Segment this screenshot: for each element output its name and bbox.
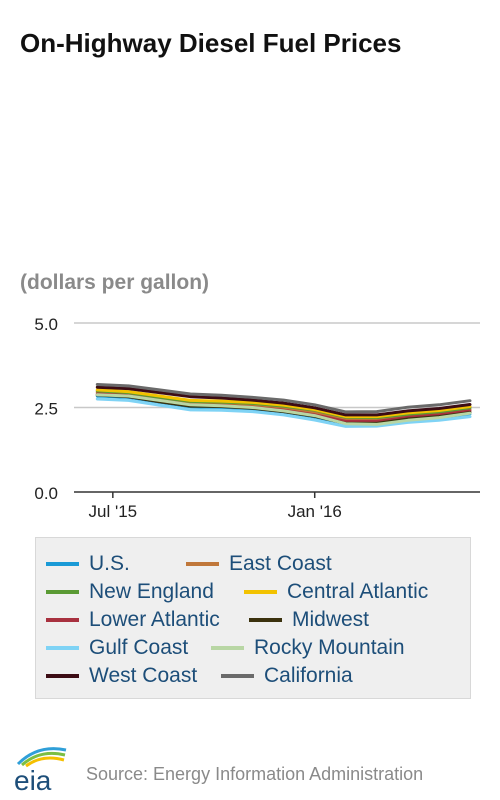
series-line-rocky-mountain xyxy=(95,393,472,426)
eia-logo-text: eia xyxy=(14,765,52,795)
legend-label: Lower Atlantic xyxy=(89,608,220,631)
legend-item-midwest: Midwest xyxy=(249,606,369,634)
legend-label: Midwest xyxy=(292,608,370,631)
legend-item-new-england: New England xyxy=(46,578,214,606)
y-tick-label: 5.0 xyxy=(34,315,58,334)
legend-swatch xyxy=(46,646,79,650)
legend-swatch xyxy=(221,674,254,678)
legend-label: West Coast xyxy=(89,664,198,687)
eia-logo-icon: eia xyxy=(14,747,67,795)
legend-label: California xyxy=(264,664,353,687)
legend-item-lower-atlantic: Lower Atlantic xyxy=(46,606,220,634)
legend-item-east-coast: East Coast xyxy=(186,550,332,578)
legend-swatch xyxy=(46,618,79,622)
legend-label: East Coast xyxy=(229,552,332,575)
legend-item-west-coast: West Coast xyxy=(46,662,197,690)
footer: eia Source: Energy Information Administr… xyxy=(0,740,500,800)
legend-item-u-s-: U.S. xyxy=(46,550,130,578)
legend-item-central-atlantic: Central Atlantic xyxy=(244,578,428,606)
legend-item-rocky-mountain: Rocky Mountain xyxy=(211,634,405,662)
y-tick-label: 2.5 xyxy=(34,400,58,419)
legend-label: U.S. xyxy=(89,552,130,575)
legend-item-california: California xyxy=(221,662,353,690)
legend-swatch xyxy=(46,562,79,566)
legend-label: Rocky Mountain xyxy=(254,636,405,659)
x-tick-label: Jul '15 xyxy=(89,502,138,521)
series-line-california xyxy=(95,383,472,414)
series-line-central-atlantic xyxy=(95,388,472,419)
legend-swatch xyxy=(46,674,79,678)
legend-label: Central Atlantic xyxy=(287,580,429,603)
legend-swatch xyxy=(211,646,244,650)
legend-label: New England xyxy=(89,580,214,603)
chart-legend: U.S. East Coast New England Central Atlanti… xyxy=(35,537,471,699)
legend-item-gulf-coast: Gulf Coast xyxy=(46,634,188,662)
x-tick-label: Jan '16 xyxy=(288,502,342,521)
line-chart: 0.0 2.5 5.0 Jul '15 Jan '16 xyxy=(34,315,480,521)
units-label: (dollars per gallon) xyxy=(20,271,210,294)
series-line-west-coast xyxy=(95,385,472,417)
legend-swatch xyxy=(46,590,79,594)
legend-swatch xyxy=(249,618,282,622)
legend-swatch xyxy=(244,590,277,594)
y-tick-label: 0.0 xyxy=(34,484,58,503)
legend-swatch xyxy=(186,562,219,566)
legend-label: Gulf Coast xyxy=(89,636,189,659)
series-line-gulf-coast xyxy=(95,397,472,428)
source-note: Source: Energy Information Administratio… xyxy=(86,764,424,784)
chart-title: On-Highway Diesel Fuel Prices xyxy=(20,28,402,58)
